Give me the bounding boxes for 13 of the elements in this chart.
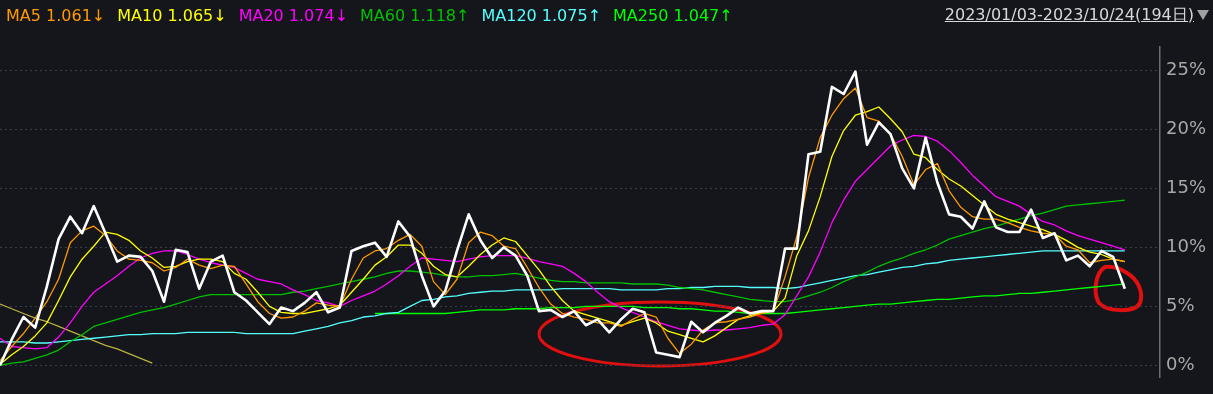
y-tick-label: 25% xyxy=(1166,58,1207,80)
y-tick-label: 5% xyxy=(1166,294,1195,316)
text: MA5 1.061↓ xyxy=(6,5,106,25)
text: MA20 1.074↓ xyxy=(238,5,349,25)
y-tick-label: 10% xyxy=(1166,235,1207,257)
text: MA10 1.065↓ xyxy=(117,5,227,25)
y-tick-label: 15% xyxy=(1166,176,1207,198)
chart-subtitle: 2023/01/03-2023/10/24(194日) xyxy=(944,4,1194,26)
text: MA250 1.047↑ xyxy=(613,5,733,25)
text: MA60 1.118↑ xyxy=(360,5,470,25)
y-tick-label: 20% xyxy=(1166,117,1207,139)
y-tick-label: 0% xyxy=(1166,353,1195,375)
text: MA120 1.075↑ xyxy=(481,5,602,25)
